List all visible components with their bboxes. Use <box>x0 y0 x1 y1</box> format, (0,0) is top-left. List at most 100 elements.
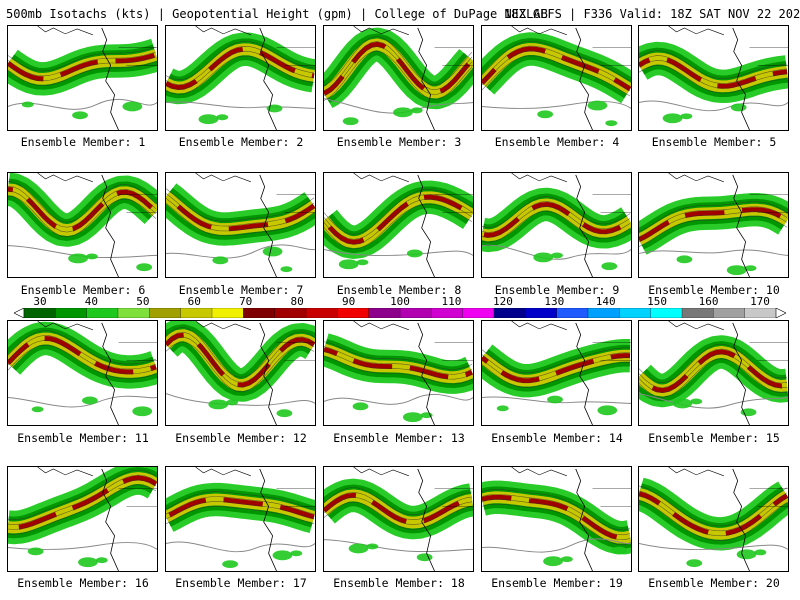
isotach-contour-line <box>166 496 315 515</box>
jet-core-90kt <box>639 349 788 394</box>
jet-core-90kt <box>482 353 631 384</box>
colorbar-tick-label: 100 <box>390 295 410 308</box>
coastline <box>732 27 750 130</box>
ensemble-member-label: Ensemble Member: 14 <box>491 431 623 445</box>
isotach-contour-line <box>639 60 788 89</box>
colorbar-segment <box>525 308 558 318</box>
political-boundary <box>434 47 473 66</box>
colorbar-scale <box>14 308 786 318</box>
isotach-patch <box>551 252 563 259</box>
colorbar-arrow-right <box>775 308 786 318</box>
isotach-contour-line <box>324 341 473 370</box>
height-contour <box>639 100 788 112</box>
isotach-map <box>324 467 473 571</box>
colorbar-segment <box>431 308 464 318</box>
isotach-patch <box>27 547 44 556</box>
isotach-contour-line <box>166 203 315 237</box>
coastline <box>101 322 119 425</box>
ensemble-member-label: Ensemble Member: 19 <box>491 576 623 590</box>
isotach-map <box>324 26 473 130</box>
isotach-contour-line <box>8 190 157 233</box>
coastline <box>732 322 750 425</box>
header-title: 500mb Isotachs (kts) | Geopotential Heig… <box>6 7 548 21</box>
isotach-patch <box>266 104 283 113</box>
ensemble-member-label: Ensemble Member: 8 <box>336 283 462 297</box>
ensemble-member-label: Ensemble Member: 18 <box>333 576 465 590</box>
coastline <box>511 321 567 331</box>
isotach-patch <box>680 113 693 120</box>
coastline <box>668 26 724 36</box>
isotach-patch <box>78 557 98 568</box>
ensemble-map-panel <box>638 172 789 278</box>
ensemble-member-label: Ensemble Member: 17 <box>175 576 307 590</box>
isotach-contour-line <box>482 352 631 379</box>
coastline <box>417 174 435 277</box>
isotach-map <box>639 321 788 425</box>
isotach-contour-line <box>482 494 631 536</box>
colorbar-segment <box>180 308 213 318</box>
isotach-contour-line <box>8 181 157 223</box>
colorbar-segment <box>117 308 150 318</box>
ensemble-member-label: Ensemble Member: 6 <box>20 283 146 297</box>
isotach-patch <box>543 556 563 567</box>
isotach-contour-line <box>8 51 157 77</box>
isotach-map <box>8 321 157 425</box>
isotach-map <box>324 173 473 277</box>
jet-core-90kt <box>166 194 315 232</box>
isotach-patch <box>402 412 423 423</box>
isotach-patch <box>496 405 509 412</box>
isotach-map <box>166 26 315 130</box>
ensemble-member-label: Ensemble Member: 2 <box>178 135 304 149</box>
colorbar-segment <box>744 308 777 318</box>
isotach-colorbar: 30 40 50 60 70 80 90 100 110 120 130 140 150 160 170 <box>14 296 786 318</box>
isotach-contour-line <box>482 201 631 233</box>
isotach-contour-line <box>639 55 788 84</box>
isotach-patch <box>82 396 98 405</box>
isotach-contour-line <box>8 195 157 238</box>
coastline <box>101 27 119 130</box>
isotach-patch <box>356 259 369 266</box>
isotach-map <box>324 321 473 425</box>
isotach-contour-line <box>166 198 315 232</box>
isotach-contour-line <box>639 65 788 94</box>
isotach-contour-line <box>639 343 788 384</box>
isotach-contour-line <box>324 50 473 101</box>
height-contour <box>166 541 315 553</box>
colorbar-tick-label: 80 <box>290 295 304 308</box>
jet-core-90kt <box>166 332 315 388</box>
ensemble-map-panel <box>7 466 158 572</box>
isotach-patch <box>348 543 369 554</box>
ensemble-map-panel <box>481 25 632 131</box>
jet-core-90kt <box>324 194 473 245</box>
political-boundary <box>434 488 473 507</box>
ensemble-map-panel <box>638 320 789 426</box>
political-boundary <box>276 342 315 361</box>
coastline <box>575 27 593 130</box>
colorbar-tick-label: 140 <box>595 295 616 308</box>
isotach-contour-line <box>166 331 315 383</box>
isotach-patch <box>280 266 293 273</box>
colorbar-segment <box>556 308 589 318</box>
ensemble-map-panel <box>7 172 158 278</box>
isotach-map <box>166 321 315 425</box>
colorbar-segment <box>243 308 276 318</box>
ensemble-map-panel <box>165 172 316 278</box>
isotach-contour-line <box>482 206 631 238</box>
isotach-contour-line <box>166 341 315 393</box>
isotach-contour-line <box>166 193 315 227</box>
colorbar-segment <box>399 308 432 318</box>
isotach-contour-line <box>8 479 157 530</box>
political-boundary <box>276 47 315 66</box>
isotach-contour-line <box>324 193 473 240</box>
coastline <box>668 321 724 331</box>
isotach-patch <box>672 398 693 409</box>
ensemble-map-panel <box>323 25 474 131</box>
ensemble-map-panel <box>481 320 632 426</box>
isotach-contour-line <box>482 498 631 540</box>
isotach-contour-line <box>482 45 631 87</box>
isotach-patch <box>676 255 693 264</box>
isotach-map <box>639 467 788 571</box>
isotach-contour-line <box>324 487 473 516</box>
coastline <box>195 26 251 36</box>
height-contour <box>324 393 473 405</box>
